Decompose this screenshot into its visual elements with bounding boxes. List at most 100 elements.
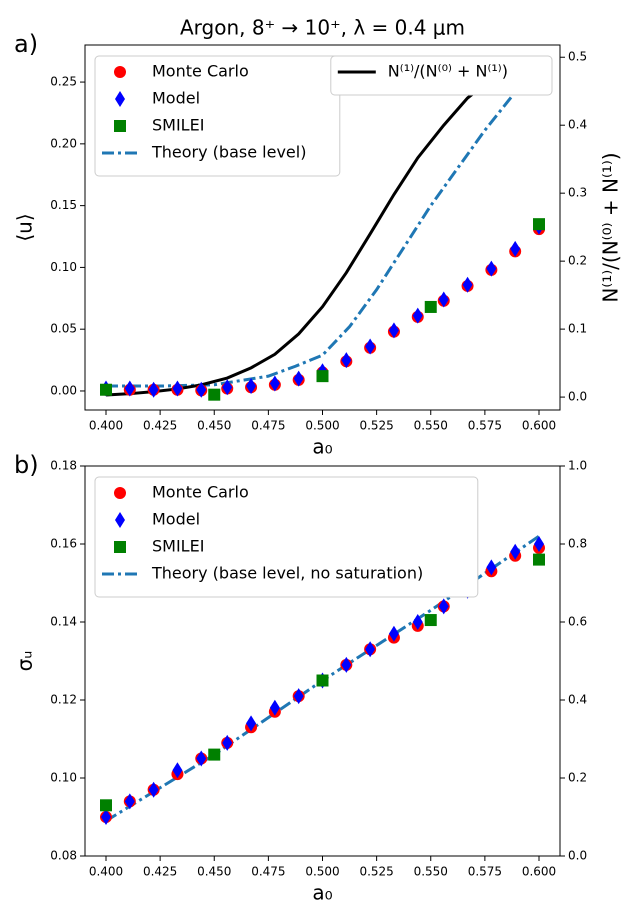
y2-tick-label: 0.2 xyxy=(568,771,587,785)
y2-tick-label: 0.6 xyxy=(568,615,587,629)
y-axis-label: ⟨u⟩ xyxy=(13,213,37,241)
marker-square xyxy=(114,541,126,553)
marker-diamond xyxy=(148,381,159,398)
y-tick-label: 0.10 xyxy=(50,771,77,785)
x-tick-label: 0.475 xyxy=(251,419,285,433)
marker-diamond xyxy=(365,338,376,355)
y-tick-label: 0.15 xyxy=(50,198,77,212)
marker-diamond xyxy=(246,378,257,395)
marker-diamond xyxy=(510,543,521,560)
y2-tick-label: 0.3 xyxy=(568,186,587,200)
marker-diamond xyxy=(438,291,449,308)
marker-circle xyxy=(114,66,126,78)
y2-tick-label: 0.4 xyxy=(568,693,587,707)
marker-diamond xyxy=(115,512,125,528)
x-tick-label: 0.550 xyxy=(414,865,448,879)
legend-label: Theory (base level) xyxy=(151,143,306,162)
x-tick-label: 0.450 xyxy=(197,419,231,433)
marker-diamond xyxy=(365,641,376,658)
x-tick-label: 0.425 xyxy=(143,419,177,433)
marker-diamond xyxy=(269,375,280,392)
series-line xyxy=(106,61,541,388)
y-axis-label: σᵤ xyxy=(13,651,37,672)
marker-square xyxy=(424,300,437,313)
y2-tick-label: 1.0 xyxy=(568,459,587,473)
y2-tick-label: 0.8 xyxy=(568,537,587,551)
marker-diamond xyxy=(388,625,399,642)
y-tick-label: 0.12 xyxy=(50,693,77,707)
marker-square xyxy=(532,218,545,231)
x-tick-label: 0.500 xyxy=(305,865,339,879)
x-tick-label: 0.475 xyxy=(251,865,285,879)
marker-diamond xyxy=(124,380,135,397)
x-tick-label: 0.550 xyxy=(414,419,448,433)
legend-label: Model xyxy=(152,510,200,529)
y-tick-label: 0.18 xyxy=(50,459,77,473)
y-tick-label: 0.05 xyxy=(50,322,77,336)
x-tick-label: 0.400 xyxy=(89,419,123,433)
y2-tick-label: 0.0 xyxy=(568,390,587,404)
marker-diamond xyxy=(486,260,497,277)
y2-tick-label: 0.1 xyxy=(568,322,587,336)
legend-label: N⁽¹⁾/(N⁽⁰⁾ + N⁽¹⁾) xyxy=(388,62,508,81)
marker-square xyxy=(100,383,113,396)
marker-diamond xyxy=(510,240,521,257)
legend-box xyxy=(94,55,341,177)
y-tick-label: 0.00 xyxy=(50,383,77,397)
marker-diamond xyxy=(341,656,352,673)
marker-diamond xyxy=(293,688,304,705)
panel-label: a) xyxy=(14,30,38,58)
marker-square xyxy=(316,674,329,687)
marker-square xyxy=(114,120,126,132)
y2-tick-label: 0.5 xyxy=(568,50,587,64)
marker-diamond xyxy=(222,734,233,751)
x-tick-label: 0.575 xyxy=(468,865,502,879)
marker-diamond xyxy=(101,809,112,825)
legend-label: SMILEI xyxy=(152,537,204,556)
x-tick-label: 0.525 xyxy=(359,419,393,433)
x-axis-label: a₀ xyxy=(312,881,332,905)
y2-tick-label: 0.2 xyxy=(568,254,587,268)
legend-box xyxy=(330,55,553,96)
marker-diamond xyxy=(412,614,423,630)
x-tick-label: 0.450 xyxy=(197,865,231,879)
y-tick-label: 0.14 xyxy=(50,615,77,629)
plot-frame xyxy=(84,44,561,411)
marker-diamond xyxy=(341,352,352,369)
marker-diamond xyxy=(438,598,449,615)
legend-box xyxy=(94,476,479,598)
marker-diamond xyxy=(222,379,233,396)
legend-label: Monte Carlo xyxy=(152,62,249,81)
chart-title: Argon, 8⁺ → 10⁺, λ = 0.4 μm xyxy=(180,16,465,40)
marker-diamond xyxy=(115,91,125,107)
legend-label: Model xyxy=(152,89,200,108)
marker-diamond xyxy=(293,370,304,387)
y-tick-label: 0.25 xyxy=(50,75,77,89)
marker-diamond xyxy=(533,536,544,552)
y-tick-label: 0.20 xyxy=(50,136,77,150)
marker-diamond xyxy=(196,381,207,398)
y2-tick-label: 0.0 xyxy=(568,849,587,863)
x-tick-label: 0.525 xyxy=(359,865,393,879)
marker-square xyxy=(208,388,221,401)
legend-label: Monte Carlo xyxy=(152,483,249,502)
marker-diamond xyxy=(172,380,183,397)
y-tick-label: 0.08 xyxy=(50,849,77,863)
marker-diamond xyxy=(172,762,183,779)
x-tick-label: 0.600 xyxy=(522,865,556,879)
marker-diamond xyxy=(246,715,257,732)
marker-square xyxy=(316,370,329,383)
x-axis-label: a₀ xyxy=(312,435,332,459)
marker-diamond xyxy=(486,559,497,576)
x-tick-label: 0.425 xyxy=(143,865,177,879)
marker-square xyxy=(100,799,113,812)
marker-diamond xyxy=(148,781,159,798)
x-tick-label: 0.500 xyxy=(305,419,339,433)
marker-square xyxy=(208,748,221,761)
marker-diamond xyxy=(124,793,135,810)
x-tick-label: 0.575 xyxy=(468,419,502,433)
y-tick-label: 0.16 xyxy=(50,537,77,551)
marker-diamond xyxy=(269,699,280,716)
x-tick-label: 0.600 xyxy=(522,419,556,433)
